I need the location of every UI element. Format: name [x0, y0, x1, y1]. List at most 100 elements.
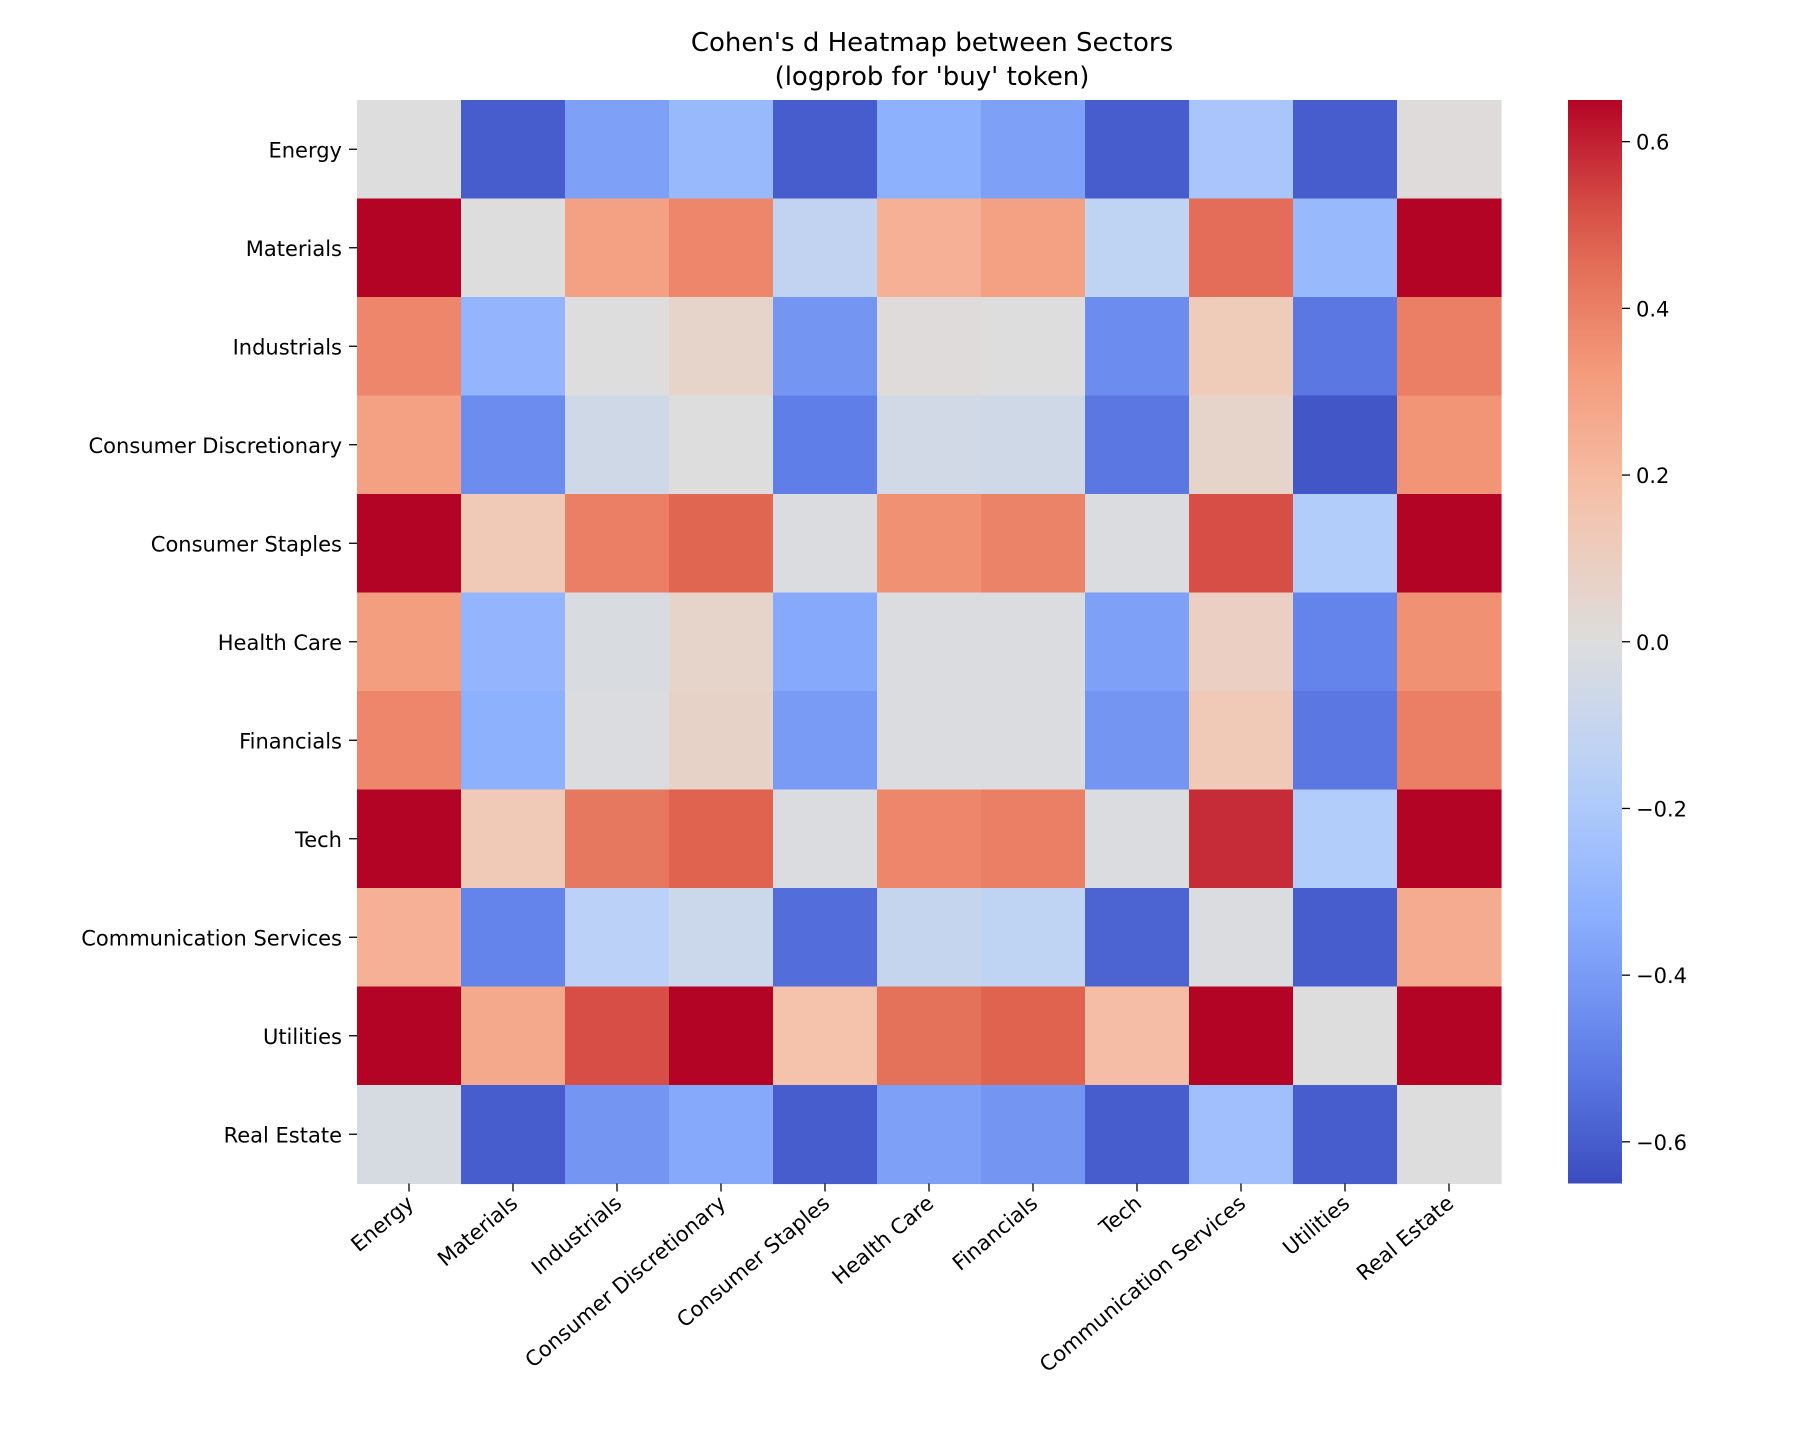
heatmap-cell — [1293, 592, 1398, 692]
heatmap-cell — [1397, 297, 1502, 397]
heatmap-cell — [773, 198, 878, 298]
heatmap-cell — [461, 986, 566, 1086]
colorbar-tick-label: −0.4 — [1636, 964, 1687, 988]
heatmap-cell — [1189, 494, 1294, 594]
heatmap-cell — [773, 494, 878, 594]
heatmap-cell — [461, 494, 566, 594]
heatmap-cell — [565, 888, 670, 988]
column-label: Utilities — [1278, 1191, 1354, 1260]
heatmap-cell — [877, 494, 982, 594]
heatmap-cell — [1397, 888, 1502, 988]
heatmap-cell — [461, 395, 566, 495]
heatmap-cell — [461, 691, 566, 791]
heatmap-cell — [1293, 1085, 1398, 1185]
heatmap-cell — [1085, 198, 1190, 298]
heatmap-cell — [1085, 691, 1190, 791]
chart-title: Cohen's d Heatmap between Sectors — [691, 28, 1173, 58]
heatmap-cell — [877, 100, 982, 200]
row-labels: Energy Materials Industrials Consumer Discr… — [81, 138, 357, 1147]
colorbar: 0.6 0.4 0.2 0.0 −0.2 −0.4 −0.6 — [1568, 100, 1687, 1184]
row-label: Utilities — [263, 1025, 342, 1049]
heatmap-cell — [981, 297, 1086, 397]
column-label: Communication Services — [1035, 1191, 1250, 1377]
column-label: Materials — [433, 1191, 522, 1271]
heatmap-cell — [1397, 100, 1502, 200]
heatmap-cell — [981, 888, 1086, 988]
heatmap-cell — [1085, 297, 1190, 397]
heatmap-cell — [357, 789, 462, 889]
heatmap-cell — [1085, 986, 1190, 1086]
heatmap-cell — [357, 494, 462, 594]
heatmap-cell — [357, 100, 462, 200]
heatmap-cell — [357, 888, 462, 988]
row-label: Consumer Staples — [151, 532, 342, 556]
row-label: Real Estate — [224, 1123, 342, 1147]
colorbar-tick-label: 0.4 — [1636, 297, 1669, 321]
heatmap-cell — [1189, 691, 1294, 791]
heatmap-cell — [1397, 198, 1502, 298]
column-label: Industrials — [527, 1191, 626, 1280]
row-label: Tech — [294, 828, 342, 852]
heatmap-cell — [1189, 297, 1294, 397]
heatmap-cell — [981, 691, 1086, 791]
heatmap-cell — [1293, 691, 1398, 791]
heatmap-cell — [461, 888, 566, 988]
heatmap-cell — [565, 986, 670, 1086]
heatmap-cell — [1085, 1085, 1190, 1185]
heatmap-cell — [357, 1085, 462, 1185]
heatmap-cell — [565, 100, 670, 200]
heatmap-cell — [1085, 592, 1190, 692]
heatmap-cell — [669, 986, 774, 1086]
heatmap-cell — [773, 100, 878, 200]
heatmap-cell — [669, 198, 774, 298]
heatmap-cell — [669, 297, 774, 397]
heatmap-cell — [981, 198, 1086, 298]
heatmap-cell — [981, 592, 1086, 692]
heatmap-cell — [877, 1085, 982, 1185]
heatmap-cell — [877, 888, 982, 988]
heatmap-cell — [1085, 789, 1190, 889]
colorbar-tick-label: −0.6 — [1636, 1131, 1687, 1155]
heatmap-cell — [1397, 1085, 1502, 1185]
heatmap-cell — [1293, 888, 1398, 988]
heatmap-cell — [773, 395, 878, 495]
heatmap-cell — [565, 297, 670, 397]
heatmap-cell — [877, 789, 982, 889]
row-label: Financials — [239, 729, 342, 753]
heatmap-cell — [565, 395, 670, 495]
heatmap-cell — [461, 100, 566, 200]
colorbar-gradient — [1568, 100, 1622, 1184]
heatmap-cell — [1189, 592, 1294, 692]
heatmap-cell — [461, 198, 566, 298]
heatmap-cell — [357, 592, 462, 692]
column-label: Consumer Discretionary — [521, 1191, 731, 1372]
heatmap-cell — [877, 297, 982, 397]
heatmap-cell — [357, 395, 462, 495]
heatmap-cell — [773, 691, 878, 791]
heatmap-cell — [1397, 494, 1502, 594]
heatmap-cell — [357, 198, 462, 298]
heatmap-cell — [1293, 100, 1398, 200]
column-label: Tech — [1094, 1191, 1146, 1240]
heatmap-cell — [461, 592, 566, 692]
heatmap-cell — [1293, 297, 1398, 397]
heatmap-cell — [1189, 888, 1294, 988]
heatmap-cell — [565, 198, 670, 298]
row-label: Health Care — [218, 631, 342, 655]
heatmap-cell — [669, 395, 774, 495]
heatmap-cell — [1293, 395, 1398, 495]
colorbar-tick-label: −0.2 — [1636, 797, 1687, 821]
heatmap-cell — [1085, 100, 1190, 200]
heatmap-cell — [981, 789, 1086, 889]
heatmap-cell — [773, 1085, 878, 1185]
colorbar-tick-label: 0.6 — [1636, 131, 1669, 155]
heatmap-cell — [1397, 691, 1502, 791]
heatmap-cell — [773, 592, 878, 692]
colorbar-tick-label: 0.0 — [1636, 631, 1669, 655]
colorbar-tick-label: 0.2 — [1636, 464, 1669, 488]
column-label: Real Estate — [1352, 1191, 1458, 1286]
heatmap-cell — [669, 1085, 774, 1185]
heatmap-cell — [1397, 592, 1502, 692]
heatmap-cell — [1293, 198, 1398, 298]
